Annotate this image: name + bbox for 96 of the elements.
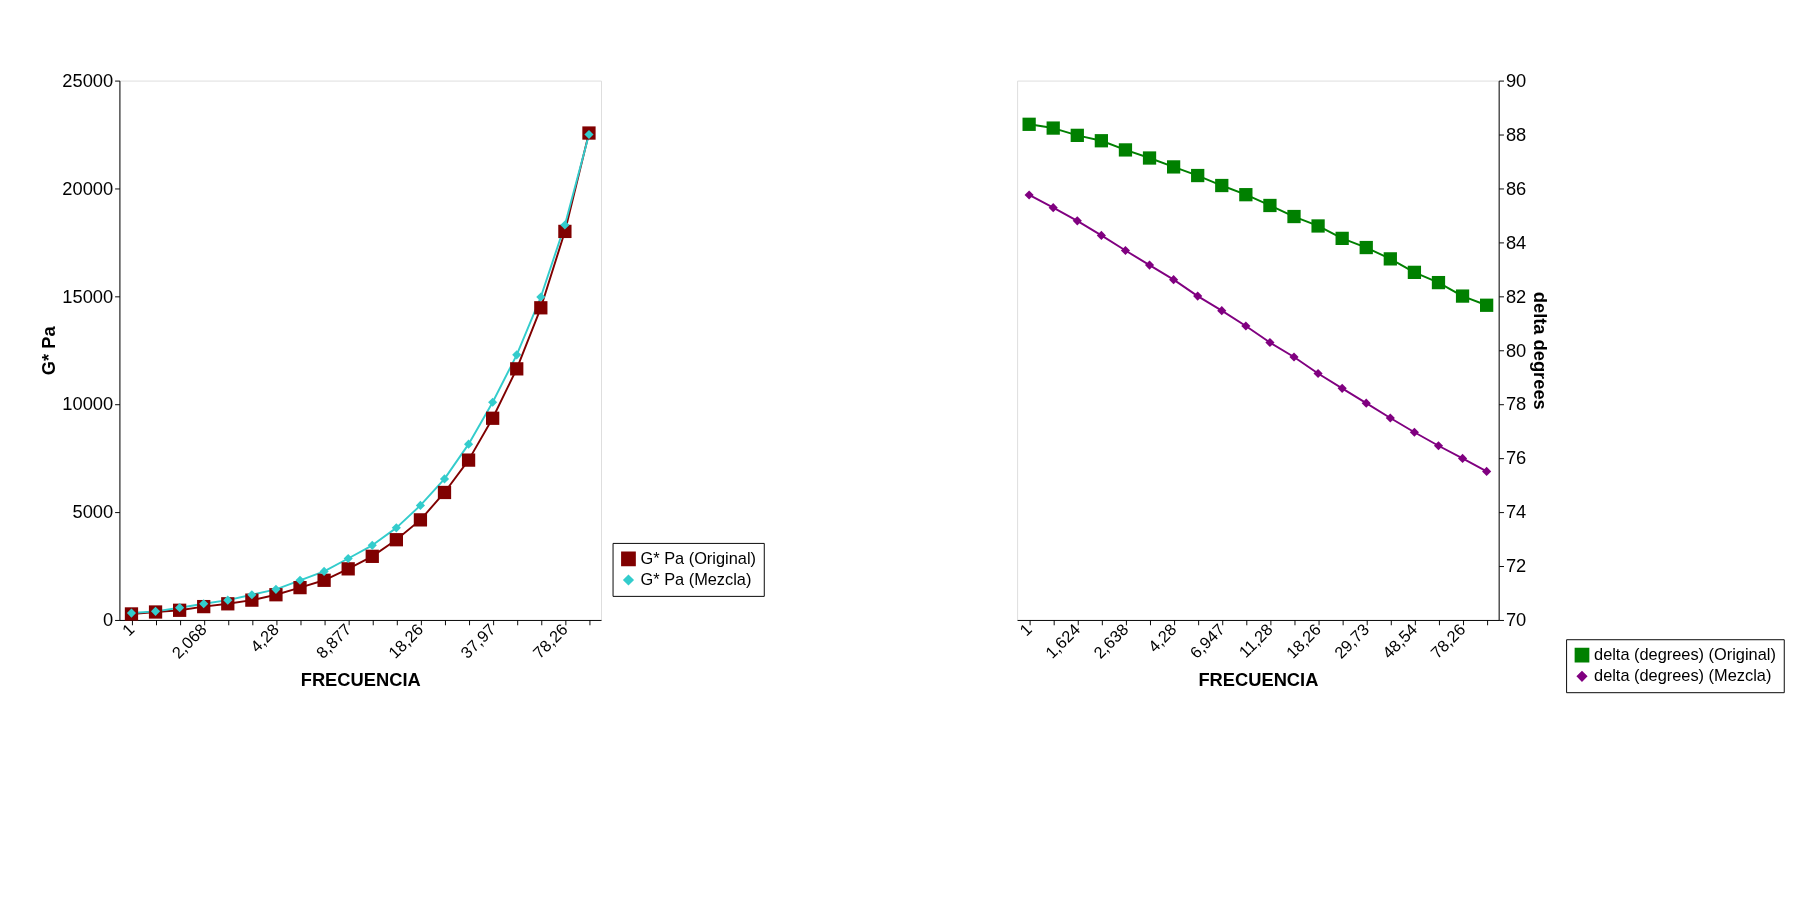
point (1359, 240, 1373, 255)
legend-label: G* Pa (Original) (640, 548, 756, 567)
y2-tick-label: 90 (1505, 69, 1527, 91)
y-tick-label: 20000 (62, 177, 114, 199)
point (1263, 198, 1277, 213)
point (1070, 128, 1084, 142)
point (1046, 121, 1060, 135)
point (1024, 190, 1034, 200)
point (319, 566, 329, 576)
point (1431, 275, 1446, 290)
point (536, 292, 546, 302)
point (341, 562, 355, 576)
x-axis-title: FRECUENCIA (1198, 668, 1319, 690)
point (415, 500, 425, 510)
legend-label: G* Pa (Mezcla) (640, 569, 752, 588)
point (1313, 368, 1323, 379)
y-axis-title: G* Pa (37, 325, 59, 376)
point (1048, 203, 1058, 213)
point (1094, 134, 1109, 148)
point (1169, 275, 1179, 285)
point (413, 513, 428, 527)
point (1337, 383, 1347, 393)
y2-axis-title: delta degrees (1529, 291, 1551, 410)
point (295, 575, 305, 585)
y2-tick-label: 72 (1505, 555, 1527, 577)
point (486, 411, 500, 425)
point (1215, 178, 1229, 193)
point (1409, 427, 1419, 437)
y2-tick-label: 82 (1505, 285, 1527, 307)
y2-tick-label: 78 (1505, 393, 1527, 415)
point (1407, 265, 1422, 279)
y-tick-label: 0 (102, 609, 114, 631)
point (488, 397, 498, 407)
point (391, 523, 401, 533)
y2-tick-label: 84 (1505, 231, 1527, 253)
point (1118, 143, 1133, 157)
point (293, 580, 307, 595)
point (1241, 321, 1251, 331)
point (1217, 306, 1227, 316)
point (1022, 117, 1036, 131)
x-tick-label: 1 (1015, 620, 1036, 640)
y-tick-label: 5000 (72, 501, 114, 523)
point (1480, 298, 1494, 312)
point (1482, 466, 1492, 476)
point (1142, 151, 1157, 165)
y-tick-label: 15000 (62, 285, 114, 307)
y2-tick-label: 80 (1505, 339, 1527, 361)
point (1455, 289, 1470, 303)
point (1193, 291, 1203, 301)
x-tick-label: 4,28 (246, 620, 282, 656)
point (461, 453, 476, 467)
point (1166, 160, 1181, 174)
point (1239, 188, 1253, 202)
point (1335, 231, 1349, 246)
y-tick-label: 10000 (62, 393, 114, 415)
point (1096, 230, 1106, 240)
point (510, 362, 524, 376)
point (223, 595, 233, 605)
point (1191, 168, 1205, 183)
point (534, 301, 548, 315)
point (175, 603, 185, 613)
y2-tick-label: 74 (1505, 501, 1527, 523)
point (1457, 453, 1468, 464)
point (464, 439, 474, 449)
point (560, 220, 570, 230)
point (1072, 216, 1082, 226)
point (1361, 398, 1371, 408)
y2-tick-label: 86 (1505, 177, 1527, 199)
point (367, 540, 377, 550)
y-tick-label: 25000 (62, 69, 114, 91)
y2-tick-label: 70 (1505, 609, 1527, 631)
point (437, 485, 452, 500)
point (1120, 245, 1131, 256)
point (389, 533, 403, 547)
point (1433, 441, 1444, 451)
x-tick-label: 1 (118, 620, 138, 640)
point (512, 350, 522, 360)
point (1385, 413, 1395, 423)
point (1311, 219, 1325, 233)
point (1383, 252, 1397, 266)
point (317, 573, 331, 587)
point (365, 549, 379, 563)
point (1265, 337, 1275, 348)
y2-tick-label: 76 (1505, 447, 1527, 469)
point (247, 590, 257, 600)
y2-tick-label: 88 (1505, 123, 1527, 145)
legend-label: delta (degrees) (Original) (1594, 644, 1776, 663)
point (1289, 352, 1299, 362)
x-axis-title: FRECUENCIA (300, 668, 421, 690)
point (271, 584, 281, 594)
point (439, 474, 450, 484)
legend-label: delta (degrees) (Mezcla) (1594, 666, 1772, 685)
x-tick-label: 4,28 (1144, 620, 1180, 656)
point (343, 553, 353, 564)
point (1287, 209, 1301, 224)
point (1144, 260, 1155, 270)
